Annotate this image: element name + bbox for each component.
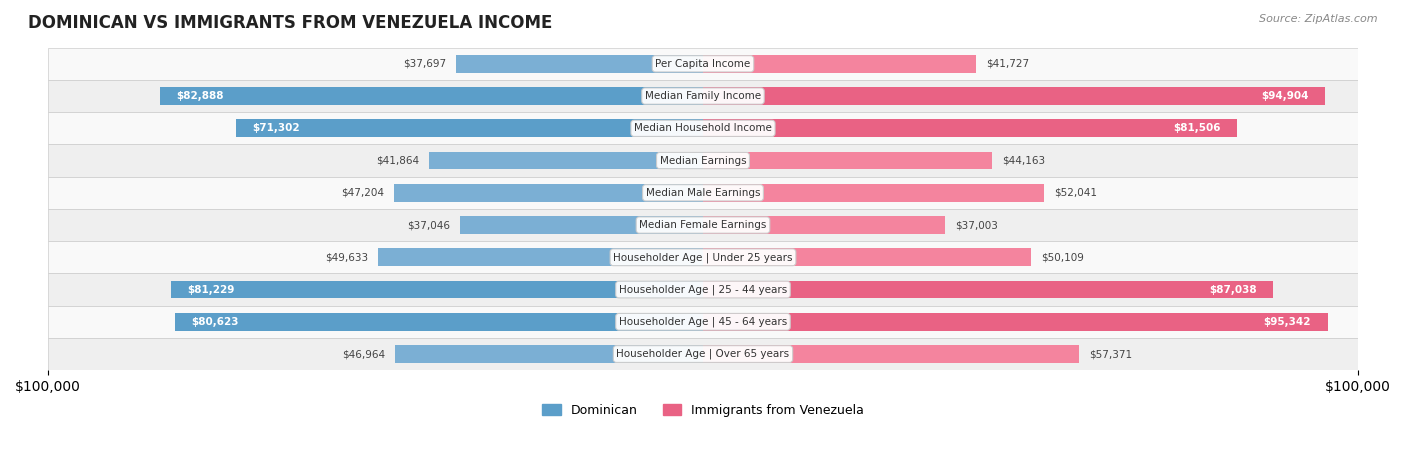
Text: $37,697: $37,697 [404, 59, 446, 69]
Text: Householder Age | Under 25 years: Householder Age | Under 25 years [613, 252, 793, 262]
Bar [429, 152, 703, 170]
Text: $81,506: $81,506 [1173, 123, 1220, 133]
Bar [703, 120, 1237, 137]
Text: Householder Age | 25 - 44 years: Householder Age | 25 - 44 years [619, 284, 787, 295]
Bar [703, 281, 1274, 298]
Bar [703, 216, 945, 234]
Bar [394, 184, 703, 202]
Text: $80,623: $80,623 [191, 317, 239, 327]
Text: $37,046: $37,046 [408, 220, 450, 230]
Text: $46,964: $46,964 [343, 349, 385, 359]
Bar [703, 248, 1031, 266]
Bar [395, 345, 703, 363]
Text: $94,904: $94,904 [1261, 91, 1309, 101]
Bar [48, 241, 1358, 274]
Text: Median Household Income: Median Household Income [634, 123, 772, 133]
Text: Householder Age | Over 65 years: Householder Age | Over 65 years [616, 349, 790, 359]
Bar [703, 87, 1324, 105]
Text: Per Capita Income: Per Capita Income [655, 59, 751, 69]
Bar [48, 338, 1358, 370]
Bar [48, 144, 1358, 177]
Bar [456, 55, 703, 73]
Text: Householder Age | 45 - 64 years: Householder Age | 45 - 64 years [619, 317, 787, 327]
Text: $41,727: $41,727 [986, 59, 1029, 69]
Bar [378, 248, 703, 266]
Legend: Dominican, Immigrants from Venezuela: Dominican, Immigrants from Venezuela [537, 399, 869, 422]
Text: Source: ZipAtlas.com: Source: ZipAtlas.com [1260, 14, 1378, 24]
Text: $95,342: $95,342 [1264, 317, 1312, 327]
Bar [703, 345, 1078, 363]
Text: $81,229: $81,229 [187, 284, 235, 295]
Text: $87,038: $87,038 [1209, 284, 1257, 295]
Text: Median Female Earnings: Median Female Earnings [640, 220, 766, 230]
Bar [48, 112, 1358, 144]
Text: Median Earnings: Median Earnings [659, 156, 747, 166]
Bar [172, 281, 703, 298]
Bar [48, 177, 1358, 209]
Text: $37,003: $37,003 [955, 220, 998, 230]
Bar [703, 152, 993, 170]
Bar [236, 120, 703, 137]
Bar [48, 48, 1358, 80]
Bar [703, 313, 1327, 331]
Text: DOMINICAN VS IMMIGRANTS FROM VENEZUELA INCOME: DOMINICAN VS IMMIGRANTS FROM VENEZUELA I… [28, 14, 553, 32]
Text: $41,864: $41,864 [375, 156, 419, 166]
Bar [48, 80, 1358, 112]
Text: $52,041: $52,041 [1053, 188, 1097, 198]
Bar [48, 306, 1358, 338]
Text: $71,302: $71,302 [252, 123, 299, 133]
Text: $50,109: $50,109 [1040, 252, 1084, 262]
Text: $57,371: $57,371 [1088, 349, 1132, 359]
Bar [174, 313, 703, 331]
Text: Median Family Income: Median Family Income [645, 91, 761, 101]
Bar [460, 216, 703, 234]
Bar [703, 184, 1043, 202]
Bar [703, 55, 976, 73]
Text: $47,204: $47,204 [342, 188, 384, 198]
Bar [48, 209, 1358, 241]
Text: $82,888: $82,888 [176, 91, 224, 101]
Text: Median Male Earnings: Median Male Earnings [645, 188, 761, 198]
Text: $44,163: $44,163 [1002, 156, 1045, 166]
Bar [48, 274, 1358, 306]
Text: $49,633: $49,633 [325, 252, 368, 262]
Bar [160, 87, 703, 105]
